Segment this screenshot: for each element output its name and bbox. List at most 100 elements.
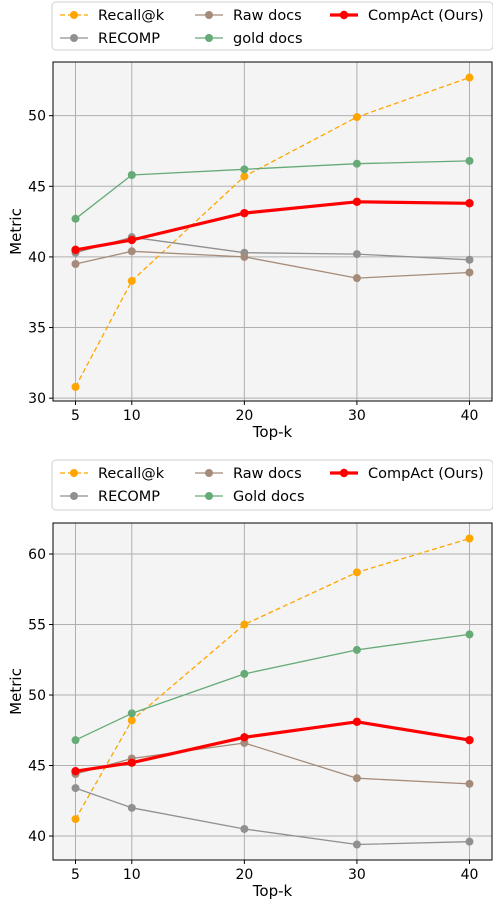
data-point bbox=[240, 824, 249, 833]
legend-item: Recall@k bbox=[60, 466, 165, 482]
data-point bbox=[127, 235, 136, 245]
legend-item: Gold docs bbox=[195, 489, 305, 505]
x-axis-label: Top-k bbox=[252, 423, 293, 441]
y-tick-label: 30 bbox=[28, 391, 46, 407]
legend: Recall@k RECOMP Raw docs gold docs CompAct (… bbox=[51, 1, 493, 51]
legend-marker bbox=[205, 492, 213, 500]
legend-item: CompAct (Ours) bbox=[330, 466, 484, 482]
legend-frame bbox=[51, 1, 493, 51]
data-point bbox=[127, 709, 136, 718]
legend-label: Recall@k bbox=[98, 466, 165, 482]
legend-marker bbox=[70, 34, 78, 42]
legend-label: Raw docs bbox=[233, 8, 302, 24]
data-point bbox=[352, 159, 361, 168]
y-tick-label: 60 bbox=[28, 547, 46, 563]
x-axis-label: Top-k bbox=[252, 882, 293, 899]
data-point bbox=[465, 199, 474, 208]
data-point bbox=[352, 568, 361, 577]
data-point bbox=[240, 733, 249, 742]
data-point bbox=[127, 803, 136, 812]
data-point bbox=[465, 534, 474, 543]
legend-item: Raw docs bbox=[195, 8, 302, 24]
data-point bbox=[71, 766, 80, 776]
y-tick-label: 50 bbox=[28, 688, 46, 704]
legend-marker bbox=[205, 34, 213, 42]
data-point bbox=[71, 245, 80, 255]
y-tick-label: 40 bbox=[28, 250, 46, 266]
series-gold-docs bbox=[71, 156, 474, 223]
data-point bbox=[352, 717, 362, 727]
legend-label: Gold docs bbox=[233, 489, 305, 505]
legend-marker bbox=[339, 10, 349, 20]
data-point bbox=[352, 840, 361, 849]
data-point bbox=[465, 779, 474, 788]
legend-marker bbox=[205, 11, 213, 19]
y-tick-label: 45 bbox=[28, 179, 46, 195]
data-point bbox=[71, 382, 80, 391]
legend-item: RECOMP bbox=[60, 31, 160, 47]
data-point bbox=[127, 758, 136, 767]
x-tick-label: 5 bbox=[71, 408, 80, 424]
data-point bbox=[352, 645, 361, 654]
series-raw-docs bbox=[71, 247, 474, 283]
data-point bbox=[71, 784, 80, 793]
chart-panel-1: Recall@k RECOMP Raw docs gold docs CompAct (… bbox=[7, 1, 493, 441]
legend-label: RECOMP bbox=[98, 31, 160, 47]
data-point bbox=[352, 274, 361, 283]
y-tick-label: 40 bbox=[28, 829, 46, 845]
series-line bbox=[74, 537, 470, 820]
legend-label: CompAct (Ours) bbox=[368, 8, 484, 24]
legend-frame bbox=[51, 459, 493, 511]
legend-item: Recall@k bbox=[60, 8, 165, 24]
series-compact-ours bbox=[71, 717, 474, 776]
legend-item: Raw docs bbox=[195, 466, 302, 482]
x-tick-label: 20 bbox=[235, 867, 253, 883]
data-point bbox=[71, 259, 80, 268]
series-compact-ours bbox=[71, 197, 474, 255]
data-point bbox=[240, 172, 249, 181]
data-point bbox=[465, 73, 474, 82]
legend-item: gold docs bbox=[195, 31, 303, 47]
data-point bbox=[465, 255, 474, 264]
plot-area bbox=[53, 523, 492, 860]
y-axis-label: Metric bbox=[7, 208, 25, 255]
data-point bbox=[465, 735, 474, 745]
series-recall-k bbox=[71, 534, 474, 824]
data-point bbox=[465, 630, 474, 639]
x-tick-label: 30 bbox=[348, 408, 366, 424]
data-point bbox=[240, 252, 249, 261]
data-point bbox=[71, 815, 80, 824]
data-point bbox=[352, 774, 361, 783]
data-point bbox=[240, 620, 249, 629]
axes-frame bbox=[52, 61, 493, 402]
series-recomp bbox=[71, 784, 474, 849]
legend-marker bbox=[70, 469, 78, 477]
data-point bbox=[127, 716, 136, 725]
plot-area bbox=[53, 62, 492, 401]
legend-item: CompAct (Ours) bbox=[330, 8, 484, 24]
y-tick-label: 55 bbox=[28, 618, 46, 634]
x-tick-label: 10 bbox=[123, 408, 141, 424]
data-point bbox=[127, 276, 136, 285]
data-point bbox=[71, 214, 80, 223]
data-point bbox=[240, 208, 249, 218]
legend-label: RECOMP bbox=[98, 489, 160, 505]
y-axis-label: Metric bbox=[7, 668, 25, 715]
data-point bbox=[240, 669, 249, 678]
y-tick-label: 45 bbox=[28, 759, 46, 775]
legend-marker bbox=[205, 469, 213, 477]
legend-marker bbox=[70, 11, 78, 19]
legend-item: RECOMP bbox=[60, 489, 160, 505]
legend-label: Raw docs bbox=[233, 466, 302, 482]
legend-marker bbox=[70, 492, 78, 500]
y-tick-label: 50 bbox=[28, 109, 46, 125]
y-tick-label: 35 bbox=[28, 321, 46, 337]
series-gold-docs bbox=[71, 630, 474, 745]
x-tick-label: 20 bbox=[235, 408, 253, 424]
legend-label: gold docs bbox=[233, 31, 303, 47]
chart-panel-2: Recall@k RECOMP Raw docs Gold docs CompAct (… bbox=[7, 459, 493, 899]
legend-label: Recall@k bbox=[98, 8, 165, 24]
x-tick-label: 30 bbox=[348, 867, 366, 883]
series-recall-k bbox=[71, 73, 474, 391]
